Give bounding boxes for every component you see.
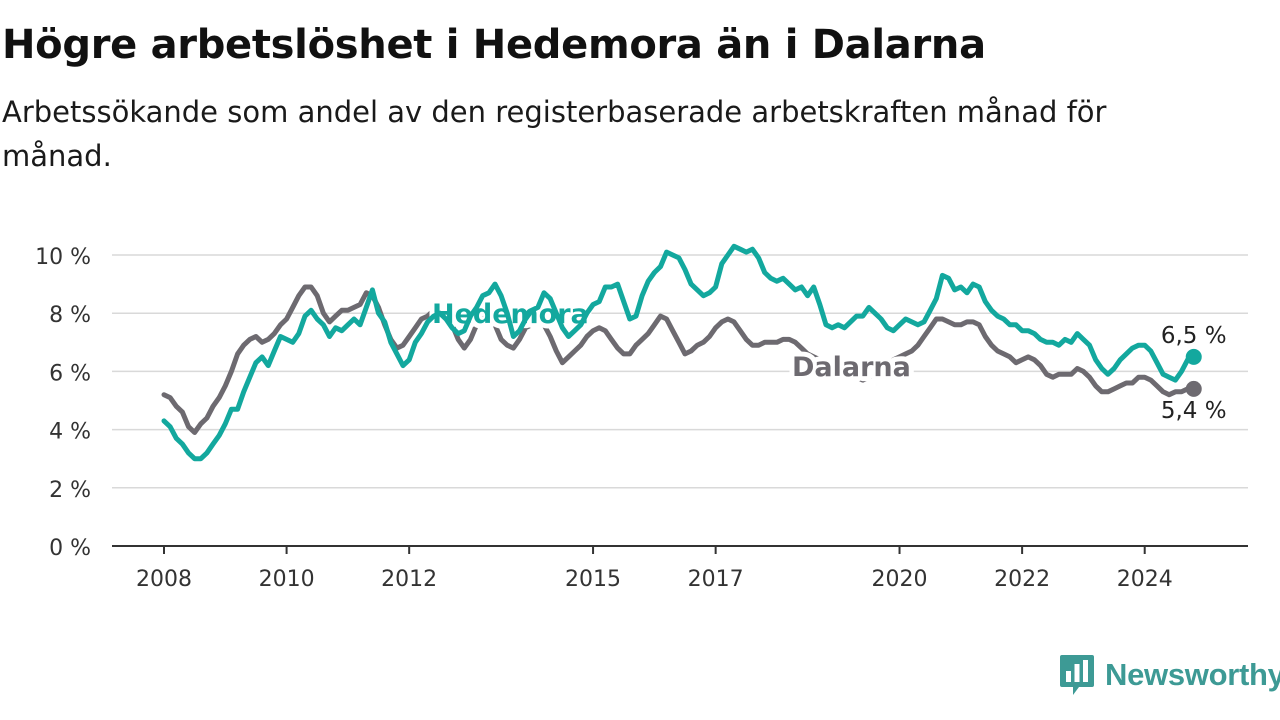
y-tick-label: 0 %	[49, 536, 91, 561]
y-tick-label: 8 %	[49, 303, 91, 328]
end-point-hedemora	[1185, 348, 1202, 365]
end-point-dalarna	[1185, 380, 1202, 397]
x-tick-label: 2008	[136, 567, 192, 592]
x-tick-label: 2015	[565, 567, 621, 592]
x-tick-label: 2012	[381, 567, 437, 592]
y-tick-label: 10 %	[35, 245, 91, 270]
brand-logo: Newsworthy	[1059, 654, 1280, 696]
series-line-dalarna	[161, 284, 1197, 435]
chart-subtitle: Arbetssökande som andel av den registerb…	[2, 95, 1107, 173]
x-tick-label: 2022	[994, 567, 1050, 592]
end-value-hedemora: 6,5 %	[1161, 323, 1227, 349]
x-tick-label: 2020	[872, 567, 928, 592]
series-label-dalarna: Dalarna	[792, 352, 911, 383]
chart-title: Högre arbetslöshet i Hedemora än i Dalar…	[2, 22, 986, 68]
x-tick-label: 2024	[1117, 567, 1173, 592]
x-tick-label: 2017	[688, 567, 744, 592]
end-value-dalarna: 5,4 %	[1161, 398, 1227, 424]
y-tick-label: 6 %	[49, 361, 91, 386]
x-tick-label: 2010	[259, 567, 315, 592]
chart-bubble-icon	[1060, 655, 1094, 695]
y-tick-label: 2 %	[49, 478, 91, 503]
y-tick-label: 4 %	[49, 420, 91, 445]
series-line-hedemora	[161, 243, 1197, 462]
brand-name: Newsworthy	[1105, 657, 1280, 692]
